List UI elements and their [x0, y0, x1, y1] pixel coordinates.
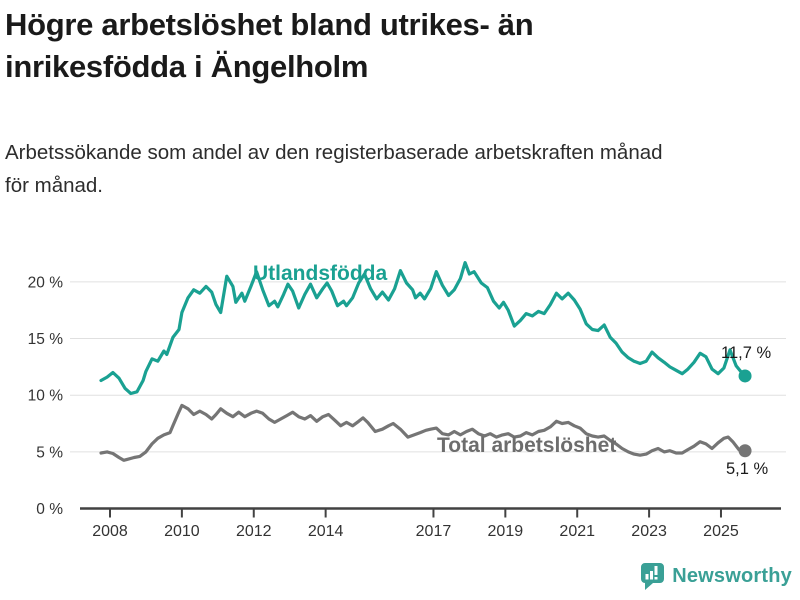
x-tick-label-2019: 2019: [488, 523, 524, 540]
y-tick-label-20: 20 %: [28, 274, 64, 291]
x-tick-label-2014: 2014: [308, 523, 344, 540]
series-end-dot-0: [738, 369, 752, 383]
newsworthy-logo[interactable]: Newsworthy: [640, 562, 792, 591]
grid-layer: 0 % 5 % 10 % 15 % 20 % 2008 2010 2012 2014 2017 20…: [28, 274, 786, 540]
y-tick-label-15: 15 %: [28, 331, 64, 348]
chart-subtitle: Arbetssökande som andel av den registerb…: [5, 136, 795, 202]
x-tick-label-2021: 2021: [559, 523, 595, 540]
end-value-label-total-arbetsloshet: 5,1 %: [726, 460, 769, 478]
brand-name: Newsworthy: [672, 565, 792, 587]
series-label-utlandsfodda: Utlandsfödda: [253, 262, 387, 285]
end-value-label-utlandsfodda: 11,7 %: [721, 344, 771, 362]
y-tick-label-10: 10 %: [28, 388, 64, 405]
series-label-total-arbetsloshet: Total arbetslöshet: [437, 434, 616, 457]
x-tick-label-2008: 2008: [92, 523, 128, 540]
page-title: Högre arbetslöshet bland utrikes- än inr…: [5, 4, 725, 88]
series-line-1: [99, 403, 747, 462]
title-line-2: inrikesfödda i Ängelholm: [5, 49, 369, 84]
x-tick-label-2010: 2010: [164, 523, 200, 540]
x-tick-label-2012: 2012: [236, 523, 272, 540]
bar-chart-speech-bubble-icon: [641, 563, 665, 590]
x-tick-label-2023: 2023: [631, 523, 667, 540]
series-line-0: [99, 261, 747, 396]
y-tick-label-0: 0 %: [36, 501, 63, 518]
x-tick-label-2025: 2025: [703, 523, 739, 540]
series-layer: [99, 261, 752, 462]
subtitle-line-2: för månad.: [5, 174, 103, 197]
subtitle-line-1: Arbetssökande som andel av den registerb…: [5, 141, 663, 164]
x-tick-label-2017: 2017: [416, 523, 452, 540]
y-tick-label-5: 5 %: [36, 444, 63, 461]
series-end-dot-1: [738, 444, 752, 458]
title-line-1: Högre arbetslöshet bland utrikes- än: [5, 7, 534, 42]
